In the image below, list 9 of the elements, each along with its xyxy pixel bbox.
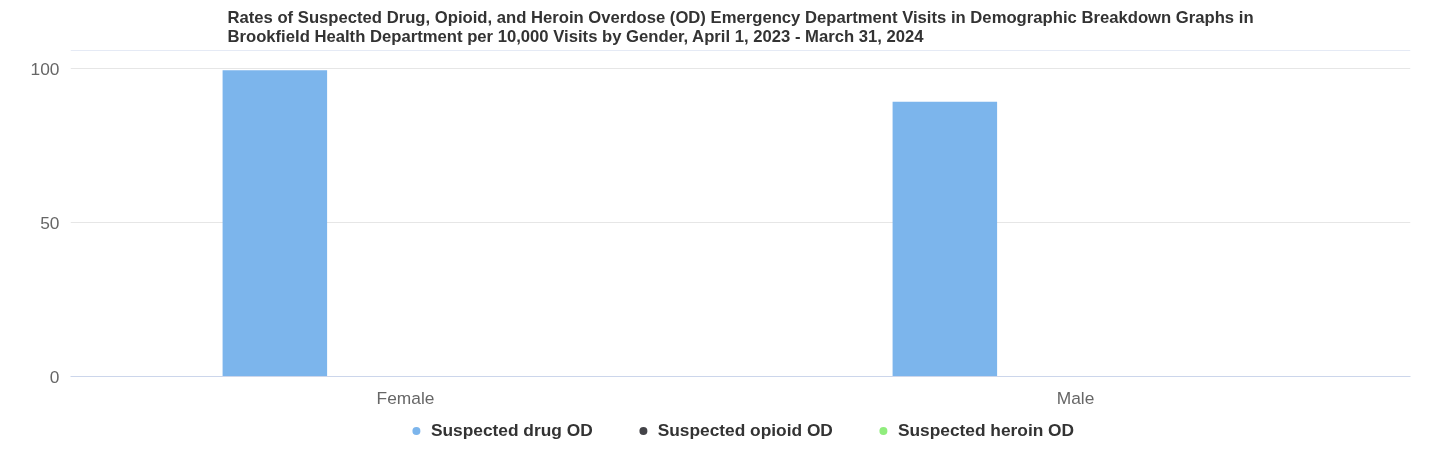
y-tick-label: 50 — [40, 212, 60, 233]
legend-label: Suspected drug OD — [430, 419, 593, 441]
chart-title: Rates of Suspected Drug, Opioid, and Heroin Overdose (OD) Emergency Department Visits in Demographic Breakdown Graphs in Brookfield Health Department per 10,000 Visits by Gender, April 1, 2023 - March 31, 2024 — [227, 7, 1254, 46]
y-tick-label: 0 — [49, 366, 60, 387]
x-tick-label: Female — [376, 387, 435, 408]
legend-label: Suspected opioid OD — [657, 419, 833, 441]
legend-label: Suspected heroin OD — [897, 419, 1075, 441]
x-tick-label: Male — [1056, 387, 1095, 408]
y-tick-label: 100 — [30, 58, 60, 79]
